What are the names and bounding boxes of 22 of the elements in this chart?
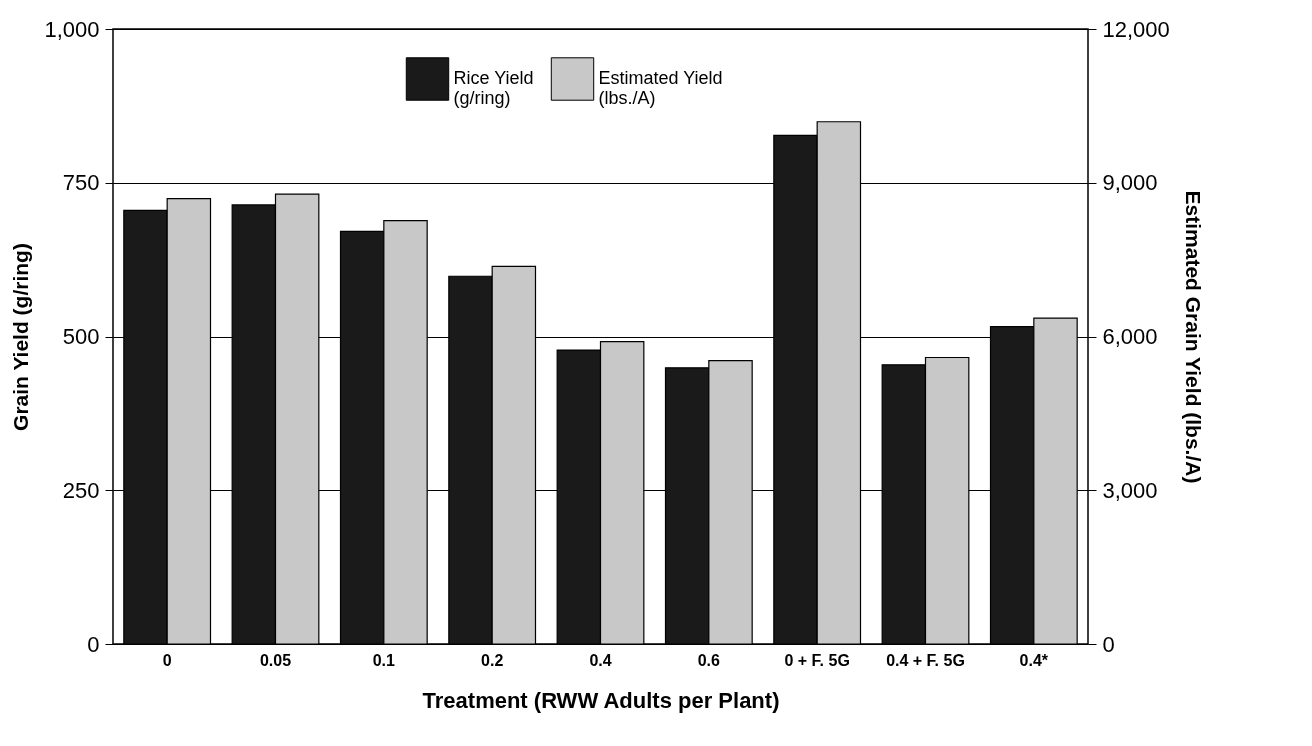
x-tick-label: 0.6 bbox=[697, 651, 721, 669]
y2-tick-label: 3,000 bbox=[1102, 477, 1158, 503]
x-tick-label: 0 bbox=[162, 651, 172, 669]
legend-label: Rice Yield (g/ring) bbox=[453, 68, 534, 108]
x-tick-label: 0.1 bbox=[372, 651, 396, 669]
x-tick-label: 0.2 bbox=[481, 651, 504, 669]
y-tick-label: 750 bbox=[62, 170, 100, 196]
y2-axis-title: Estimated Grain Yield (lbs./A) bbox=[1181, 190, 1205, 484]
x-tick-label: 0.4 bbox=[589, 651, 612, 669]
legend-label: Estimated Yield (lbs./A) bbox=[598, 68, 723, 108]
x-tick-label: 0.4 + F. 5G bbox=[886, 651, 965, 669]
x-axis-title: Treatment (RWW Adults per Plant) bbox=[422, 687, 780, 713]
y-axis-title: Grain Yield (g/ring) bbox=[9, 243, 33, 431]
x-tick-label: 0 + F. 5G bbox=[784, 651, 850, 669]
y2-tick-label: 12,000 bbox=[1102, 16, 1170, 42]
y-tick-label: 500 bbox=[62, 324, 100, 349]
y-tick-label: 250 bbox=[62, 477, 100, 503]
y-tick-label: 1,000 bbox=[44, 16, 100, 42]
y2-tick-label: 9,000 bbox=[1102, 170, 1158, 196]
y2-tick-label: 6,000 bbox=[1102, 324, 1158, 349]
x-tick-label: 0.05 bbox=[259, 651, 292, 669]
x-tick-label: 0.4* bbox=[1019, 651, 1049, 669]
